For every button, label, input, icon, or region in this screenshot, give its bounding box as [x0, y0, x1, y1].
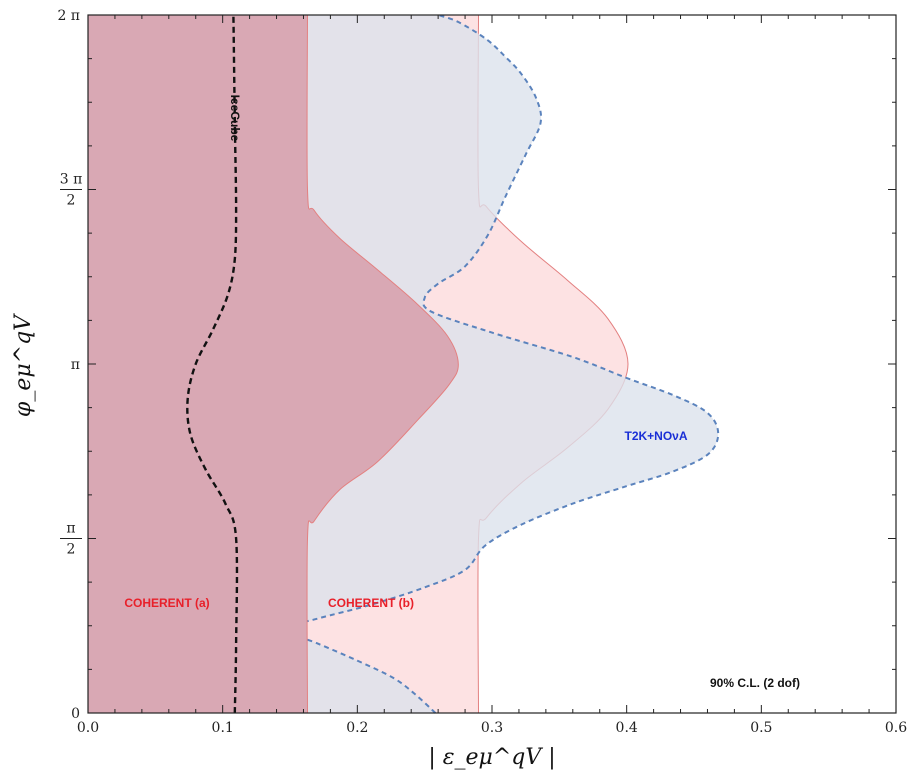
- x-tick-label: 0.3: [481, 720, 503, 736]
- x-tick-label: 0.4: [616, 720, 638, 736]
- x-tick-label: 0.2: [346, 720, 368, 736]
- coherent-a-region-boundary: [306, 14, 459, 714]
- coherent-a-label: COHERENT (a): [124, 596, 209, 610]
- y-tick-label-numerator: 3 π: [60, 172, 83, 188]
- coherent-a-region: [88, 15, 459, 713]
- icecube-label: IceCube: [228, 95, 242, 142]
- y-axis-title: φ_eμ^qV: [11, 313, 36, 417]
- y-tick-label: π: [71, 357, 80, 373]
- coherent-b-label: COHERENT (b): [328, 596, 414, 610]
- confidence-level-label: 90% C.L. (2 dof): [710, 676, 800, 690]
- x-tick-label: 0.6: [885, 720, 907, 736]
- x-tick-label: 0.1: [212, 720, 234, 736]
- y-tick-label-denominator: 2: [67, 542, 76, 558]
- y-tick-label: 0: [71, 706, 80, 722]
- x-tick-label: 0.0: [77, 720, 99, 736]
- icecube-line: [186, 14, 239, 714]
- y-tick-label-denominator: 2: [67, 193, 76, 209]
- annotation-layer: COHERENT (a) COHERENT (b) T2K+NOνA IceCu…: [124, 95, 800, 690]
- t2k-nova-region-boundary: [282, 14, 720, 714]
- axis-layer: 0.0 0.1 0.2 0.3 0.4 0.5 0.6 0 π 2 π 3 π 2 2 π: [57, 8, 907, 736]
- x-tick-label: 0.5: [750, 720, 772, 736]
- y-tick-label: 2 π: [57, 8, 80, 24]
- t2k-nova-label: T2K+NOνA: [624, 429, 687, 443]
- x-axis-title: | ε_eμ^qV |: [428, 745, 555, 770]
- series-layer: [88, 14, 720, 714]
- y-tick-label-numerator: π: [66, 521, 75, 537]
